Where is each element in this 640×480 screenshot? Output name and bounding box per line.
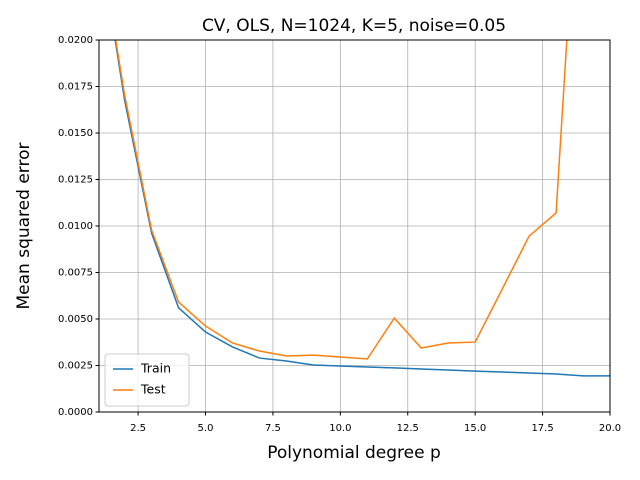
legend: Train Test (104, 353, 190, 407)
x-tick-label: 15.0 (464, 423, 486, 434)
x-axis-label: Polynomial degree p (267, 443, 441, 463)
y-tick-label: 0.0000 (58, 407, 93, 418)
x-tick-label: 5.0 (198, 423, 214, 434)
y-tick-label: 0.0075 (58, 268, 93, 279)
x-tick-label: 7.5 (265, 423, 281, 434)
plot-area (114, 40, 610, 377)
series-line (114, 40, 610, 377)
x-tick-label: 2.5 (130, 423, 146, 434)
y-tick-label: 0.0125 (58, 175, 93, 186)
y-tick-label: 0.0175 (58, 82, 93, 93)
x-tick-label: 12.5 (397, 423, 419, 434)
y-axis-label: Mean squared error (14, 143, 34, 310)
x-tick-label: 10.0 (329, 423, 351, 434)
y-tick-label: 0.0025 (58, 361, 93, 372)
y-tick-label: 0.0050 (58, 314, 93, 325)
y-tick-label: 0.0150 (58, 128, 93, 139)
legend-box (104, 353, 190, 407)
x-tick-label: 20.0 (599, 423, 621, 434)
legend-label: Train (140, 361, 171, 376)
x-tick-label: 17.5 (531, 423, 553, 434)
chart-title: CV, OLS, N=1024, K=5, noise=0.05 (202, 16, 506, 36)
series-line (114, 40, 568, 360)
y-tick-label: 0.0200 (58, 35, 93, 46)
y-tick-label: 0.0100 (58, 221, 93, 232)
legend-label: Test (140, 382, 166, 397)
